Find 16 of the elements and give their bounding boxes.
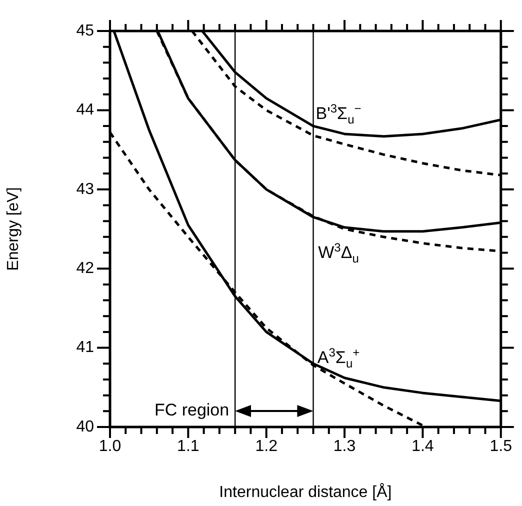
y-tick-label: 41	[76, 339, 94, 356]
series-label: W$^{3}$Δ$_{u}$	[318, 240, 359, 266]
y-tick-label: 43	[76, 180, 94, 198]
y-tick-label: 40	[76, 418, 94, 436]
y-tick-label: 42	[76, 260, 94, 278]
y-tick-label: 44	[76, 102, 94, 119]
x-tick-label: 1.5	[490, 438, 512, 456]
y-axis-title: Energy [eV]	[5, 187, 22, 271]
y-tick-label: 45	[76, 22, 94, 40]
annotation: FC region	[154, 400, 230, 420]
x-tick-label: 1.2	[255, 438, 278, 456]
x-axis-title: Internuclear distance [Å]	[219, 482, 392, 501]
x-tick-label: 1.0	[98, 438, 122, 456]
x-tick-label: 1.4	[412, 438, 434, 456]
x-tick-label: 1.1	[177, 438, 200, 456]
x-tick-label: 1.3	[333, 438, 356, 456]
